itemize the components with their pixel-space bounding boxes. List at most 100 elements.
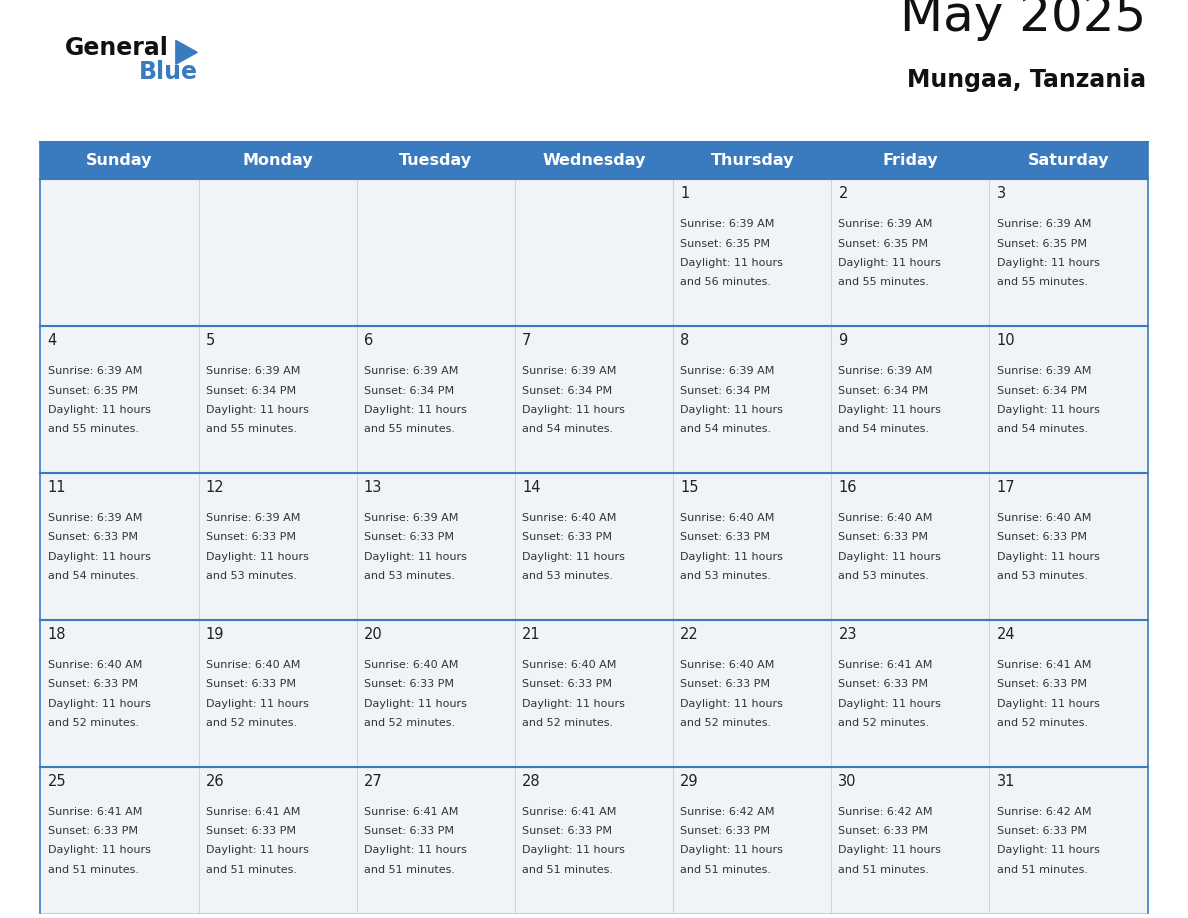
Text: 8: 8 (681, 333, 689, 348)
Text: 1: 1 (681, 186, 689, 201)
Text: and 53 minutes.: and 53 minutes. (364, 571, 455, 581)
Text: and 51 minutes.: and 51 minutes. (364, 865, 455, 875)
Text: Daylight: 11 hours: Daylight: 11 hours (839, 405, 941, 415)
Text: Daylight: 11 hours: Daylight: 11 hours (206, 699, 309, 709)
Text: Sunrise: 6:41 AM: Sunrise: 6:41 AM (997, 660, 1091, 670)
Bar (514, 767, 674, 913)
Text: Sunrise: 6:40 AM: Sunrise: 6:40 AM (997, 513, 1091, 523)
Bar (198, 620, 356, 767)
Bar (832, 473, 990, 620)
Text: Sunset: 6:33 PM: Sunset: 6:33 PM (48, 679, 138, 689)
Text: Sunset: 6:34 PM: Sunset: 6:34 PM (522, 386, 612, 396)
Text: Daylight: 11 hours: Daylight: 11 hours (997, 699, 1099, 709)
Bar (356, 179, 514, 326)
Text: 5: 5 (206, 333, 215, 348)
Text: and 55 minutes.: and 55 minutes. (839, 277, 929, 287)
Text: and 51 minutes.: and 51 minutes. (522, 865, 613, 875)
Bar (40, 179, 198, 326)
Text: Daylight: 11 hours: Daylight: 11 hours (364, 845, 467, 856)
Bar (40, 767, 198, 913)
Text: Sunrise: 6:39 AM: Sunrise: 6:39 AM (48, 513, 141, 523)
Text: Daylight: 11 hours: Daylight: 11 hours (522, 845, 625, 856)
Text: 26: 26 (206, 774, 225, 789)
Text: 15: 15 (681, 480, 699, 495)
Text: Sunrise: 6:42 AM: Sunrise: 6:42 AM (997, 807, 1091, 817)
Text: Daylight: 11 hours: Daylight: 11 hours (522, 405, 625, 415)
Text: and 52 minutes.: and 52 minutes. (997, 718, 1088, 728)
Text: Daylight: 11 hours: Daylight: 11 hours (681, 405, 783, 415)
Text: 25: 25 (48, 774, 67, 789)
Text: Sunrise: 6:39 AM: Sunrise: 6:39 AM (681, 366, 775, 376)
Text: Daylight: 11 hours: Daylight: 11 hours (681, 845, 783, 856)
Bar (990, 142, 1148, 179)
Bar (832, 142, 990, 179)
Text: Daylight: 11 hours: Daylight: 11 hours (48, 699, 151, 709)
Text: Sunset: 6:34 PM: Sunset: 6:34 PM (364, 386, 454, 396)
Text: and 55 minutes.: and 55 minutes. (364, 424, 455, 434)
Bar (514, 473, 674, 620)
Text: and 53 minutes.: and 53 minutes. (681, 571, 771, 581)
Text: Sunrise: 6:41 AM: Sunrise: 6:41 AM (522, 807, 617, 817)
Text: and 52 minutes.: and 52 minutes. (522, 718, 613, 728)
Text: Daylight: 11 hours: Daylight: 11 hours (364, 405, 467, 415)
Text: Sunrise: 6:40 AM: Sunrise: 6:40 AM (839, 513, 933, 523)
Text: Sunset: 6:33 PM: Sunset: 6:33 PM (997, 826, 1087, 836)
Text: Sunrise: 6:39 AM: Sunrise: 6:39 AM (997, 366, 1091, 376)
Bar (674, 326, 832, 473)
Text: Daylight: 11 hours: Daylight: 11 hours (48, 845, 151, 856)
Text: Sunset: 6:33 PM: Sunset: 6:33 PM (681, 532, 770, 543)
Bar (40, 142, 198, 179)
Text: Sunrise: 6:39 AM: Sunrise: 6:39 AM (206, 513, 301, 523)
Text: Sunrise: 6:42 AM: Sunrise: 6:42 AM (839, 807, 933, 817)
Text: Sunset: 6:33 PM: Sunset: 6:33 PM (681, 679, 770, 689)
Text: Sunset: 6:33 PM: Sunset: 6:33 PM (364, 532, 454, 543)
Bar (674, 142, 832, 179)
Text: 23: 23 (839, 627, 857, 642)
Text: Daylight: 11 hours: Daylight: 11 hours (839, 552, 941, 562)
Text: Sunrise: 6:39 AM: Sunrise: 6:39 AM (364, 366, 459, 376)
Text: 28: 28 (522, 774, 541, 789)
Text: Sunrise: 6:39 AM: Sunrise: 6:39 AM (681, 219, 775, 230)
Text: and 52 minutes.: and 52 minutes. (48, 718, 139, 728)
Text: Daylight: 11 hours: Daylight: 11 hours (997, 405, 1099, 415)
Text: Daylight: 11 hours: Daylight: 11 hours (206, 552, 309, 562)
Text: Daylight: 11 hours: Daylight: 11 hours (364, 552, 467, 562)
Text: 2: 2 (839, 186, 848, 201)
Text: 4: 4 (48, 333, 57, 348)
Text: Sunrise: 6:41 AM: Sunrise: 6:41 AM (48, 807, 141, 817)
Text: and 56 minutes.: and 56 minutes. (681, 277, 771, 287)
Text: 17: 17 (997, 480, 1016, 495)
Text: Sunset: 6:33 PM: Sunset: 6:33 PM (48, 532, 138, 543)
Text: Thursday: Thursday (710, 153, 794, 168)
Text: Daylight: 11 hours: Daylight: 11 hours (522, 699, 625, 709)
Text: Sunrise: 6:39 AM: Sunrise: 6:39 AM (206, 366, 301, 376)
Text: and 52 minutes.: and 52 minutes. (839, 718, 929, 728)
Text: and 53 minutes.: and 53 minutes. (522, 571, 613, 581)
Text: 13: 13 (364, 480, 383, 495)
Text: Daylight: 11 hours: Daylight: 11 hours (681, 699, 783, 709)
Bar (198, 326, 356, 473)
Text: Sunset: 6:33 PM: Sunset: 6:33 PM (839, 679, 928, 689)
Text: and 53 minutes.: and 53 minutes. (997, 571, 1087, 581)
Bar (514, 179, 674, 326)
Bar (832, 326, 990, 473)
Bar (198, 142, 356, 179)
Text: Sunrise: 6:39 AM: Sunrise: 6:39 AM (364, 513, 459, 523)
Text: Sunset: 6:33 PM: Sunset: 6:33 PM (48, 826, 138, 836)
Text: Sunset: 6:33 PM: Sunset: 6:33 PM (522, 679, 612, 689)
Text: General: General (65, 36, 169, 60)
Text: 9: 9 (839, 333, 848, 348)
Text: 19: 19 (206, 627, 225, 642)
Text: and 52 minutes.: and 52 minutes. (206, 718, 297, 728)
Text: Daylight: 11 hours: Daylight: 11 hours (681, 258, 783, 268)
Text: Sunrise: 6:39 AM: Sunrise: 6:39 AM (48, 366, 141, 376)
Text: Sunset: 6:33 PM: Sunset: 6:33 PM (997, 679, 1087, 689)
Text: and 51 minutes.: and 51 minutes. (48, 865, 139, 875)
Text: and 51 minutes.: and 51 minutes. (997, 865, 1087, 875)
Text: 20: 20 (364, 627, 383, 642)
Bar (674, 620, 832, 767)
Text: Sunrise: 6:40 AM: Sunrise: 6:40 AM (48, 660, 141, 670)
Text: and 54 minutes.: and 54 minutes. (839, 424, 929, 434)
Text: Sunset: 6:33 PM: Sunset: 6:33 PM (997, 532, 1087, 543)
Bar (990, 620, 1148, 767)
